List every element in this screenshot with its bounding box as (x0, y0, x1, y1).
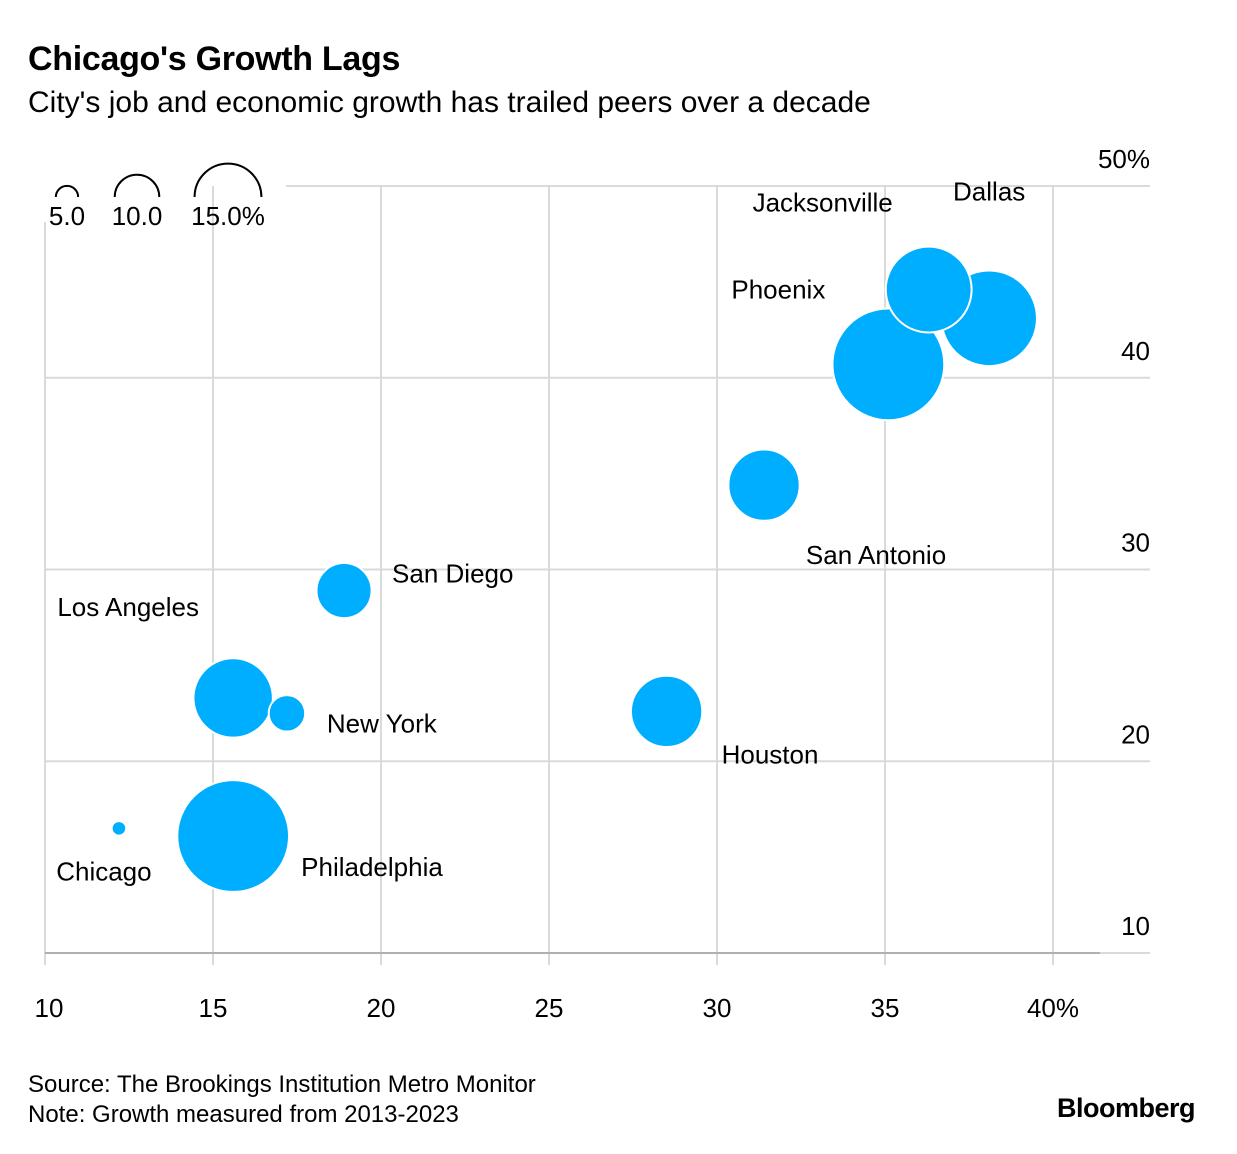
bubble-label-san-diego: San Diego (392, 559, 513, 589)
growth-note: Note: Growth measured from 2013-2023 (28, 1101, 459, 1128)
y-tick-label: 20 (1121, 719, 1150, 749)
x-tick-label: 20 (367, 993, 396, 1023)
size-legend-arc (113, 173, 161, 198)
bubble-label-houston: Houston (722, 739, 819, 769)
x-tick-label: 15 (199, 993, 228, 1023)
chart-title: Chicago's Growth Lags (28, 40, 401, 78)
bubble-label-chicago: Chicago (56, 856, 151, 886)
bubble-phoenix (831, 307, 946, 422)
x-tick-label: 35 (871, 993, 900, 1023)
bubble-label-phoenix: Phoenix (731, 274, 825, 304)
bubble-label-dallas: Dallas (953, 176, 1025, 206)
y-tick-label: 30 (1121, 528, 1150, 558)
bubble-los-angeles (192, 657, 274, 739)
x-tick-label: 25 (535, 993, 564, 1023)
source-note: Source: The Brookings Institution Metro … (28, 1071, 536, 1098)
size-legend: 5.0 10.0 15.0% (49, 162, 265, 231)
x-tick-label: 40% (1027, 993, 1079, 1023)
bubble-layer (110, 245, 1038, 893)
size-legend-arc (193, 162, 263, 198)
bubble-label-los-angeles: Los Angeles (57, 592, 199, 622)
bubble-new-york (267, 694, 307, 733)
y-tick-label: 40 (1121, 336, 1150, 366)
size-legend-label: 15.0% (191, 201, 265, 231)
bubble-label-new-york: New York (327, 708, 438, 738)
bubble-jacksonville (884, 245, 973, 334)
footnotes: Source: The Brookings Institution Metro … (28, 1070, 536, 1130)
axis-layer: 10 20 30 40 50% 10 15 20 25 30 35 40% (35, 144, 1150, 1023)
bubble-label-jacksonville: Jacksonville (753, 188, 893, 218)
x-tick-label: 10 (35, 993, 64, 1023)
size-legend-arc (54, 184, 80, 198)
y-tick-label: 10 (1121, 911, 1150, 941)
bloomberg-logo: Bloomberg (1057, 1093, 1196, 1123)
bubble-houston (629, 674, 704, 749)
size-legend-label: 5.0 (49, 201, 85, 231)
chart-subtitle: City's job and economic growth has trail… (28, 86, 871, 119)
bubble-labels: Dallas Jacksonville Phoenix San Antonio San … (56, 176, 1025, 886)
bubble-san-diego (315, 562, 373, 620)
bubble-chicago (110, 820, 128, 837)
x-tick-label: 30 (703, 993, 732, 1023)
bubble-label-philadelphia: Philadelphia (301, 852, 443, 882)
bubble-label-san-antonio: San Antonio (806, 540, 946, 570)
y-tick-label: 50% (1098, 144, 1150, 174)
bubble-philadelphia (176, 779, 291, 893)
size-legend-label: 10.0 (112, 201, 163, 231)
bubble-san-antonio (727, 448, 801, 522)
